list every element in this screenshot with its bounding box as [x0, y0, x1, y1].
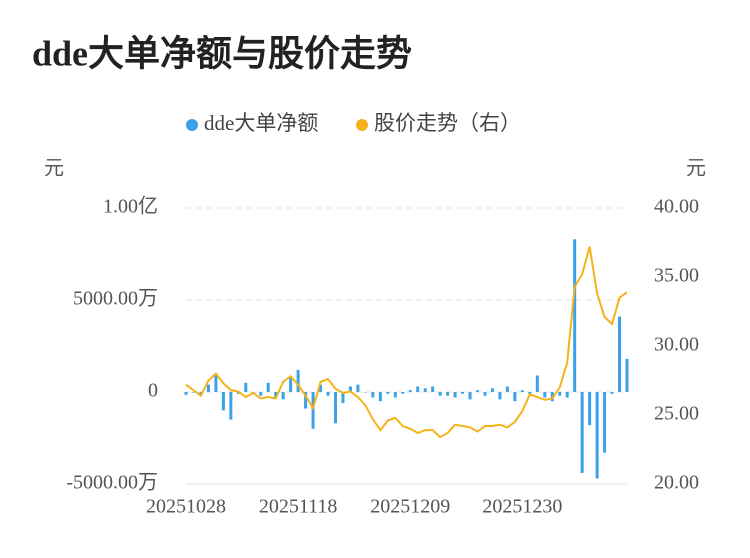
bar — [281, 392, 285, 400]
legend-marker — [186, 119, 198, 131]
bar — [393, 392, 397, 398]
x-tick-label: 20251209 — [370, 496, 450, 518]
bar — [476, 390, 480, 392]
bar — [468, 392, 472, 400]
bar — [550, 392, 554, 402]
bar — [573, 239, 577, 392]
x-tick-label: 20251230 — [482, 496, 562, 518]
x-tick-label: 20251028 — [146, 496, 226, 518]
bar — [341, 392, 345, 404]
bar — [618, 316, 622, 392]
bar — [438, 392, 442, 396]
y2-tick-label: 40.00 — [654, 196, 699, 218]
bar — [304, 392, 308, 409]
bar — [386, 392, 390, 394]
y2-axis-label: 元 — [686, 158, 706, 180]
bar — [446, 392, 450, 396]
bar — [221, 392, 225, 411]
bar — [490, 388, 494, 392]
y-tick-label: 0 — [148, 380, 158, 402]
bar — [580, 392, 584, 473]
bar — [461, 392, 465, 394]
bar — [498, 392, 502, 400]
bar — [289, 377, 293, 392]
bar — [184, 392, 188, 395]
bar — [558, 392, 562, 396]
bar — [423, 388, 427, 392]
bar — [453, 392, 457, 398]
bar — [244, 382, 248, 392]
chart-title: dde大单净额与股价走势 — [32, 33, 412, 73]
bar — [199, 392, 203, 394]
bar — [274, 392, 278, 398]
bar — [513, 392, 517, 402]
bar — [371, 392, 375, 398]
bar — [191, 392, 195, 393]
y-tick-label: -5000.00万 — [66, 472, 158, 494]
bar — [401, 392, 405, 394]
bar — [603, 392, 607, 453]
price-line — [185, 246, 628, 439]
bar — [348, 386, 352, 392]
y2-tick-label: 30.00 — [654, 334, 699, 356]
bar — [229, 392, 233, 420]
bar — [416, 386, 420, 392]
bar — [483, 392, 487, 396]
y-tick-label: 1.00亿 — [103, 195, 158, 218]
bar — [565, 392, 569, 398]
bar — [588, 392, 592, 426]
bar — [543, 392, 547, 398]
bar — [408, 390, 412, 392]
bar — [363, 392, 367, 393]
bar — [333, 392, 337, 424]
bar — [259, 392, 263, 396]
bar — [236, 392, 240, 394]
bar — [595, 392, 599, 479]
bar — [610, 392, 614, 394]
bar — [296, 369, 300, 392]
bar — [528, 392, 532, 394]
bar — [326, 392, 330, 396]
bar — [311, 392, 315, 429]
x-tick-label: 20251118 — [259, 496, 338, 518]
legend-marker — [356, 119, 368, 131]
bar — [266, 382, 270, 392]
bar — [319, 384, 323, 392]
bar — [356, 384, 360, 392]
bar — [378, 392, 382, 402]
bar — [505, 386, 509, 392]
bar — [431, 386, 435, 392]
legend-label[interactable]: 股价走势（右） — [374, 111, 521, 135]
legend-label[interactable]: dde大单净额 — [204, 111, 318, 135]
y2-tick-label: 25.00 — [654, 403, 699, 425]
bar — [625, 358, 629, 392]
bar — [214, 375, 218, 392]
y2-tick-label: 20.00 — [654, 472, 699, 494]
bar — [520, 390, 524, 392]
bar — [535, 375, 539, 392]
y-axis-label: 元 — [44, 158, 64, 180]
bar — [206, 384, 210, 392]
y-tick-label: 5000.00万 — [73, 288, 158, 310]
y2-tick-label: 35.00 — [654, 265, 699, 287]
